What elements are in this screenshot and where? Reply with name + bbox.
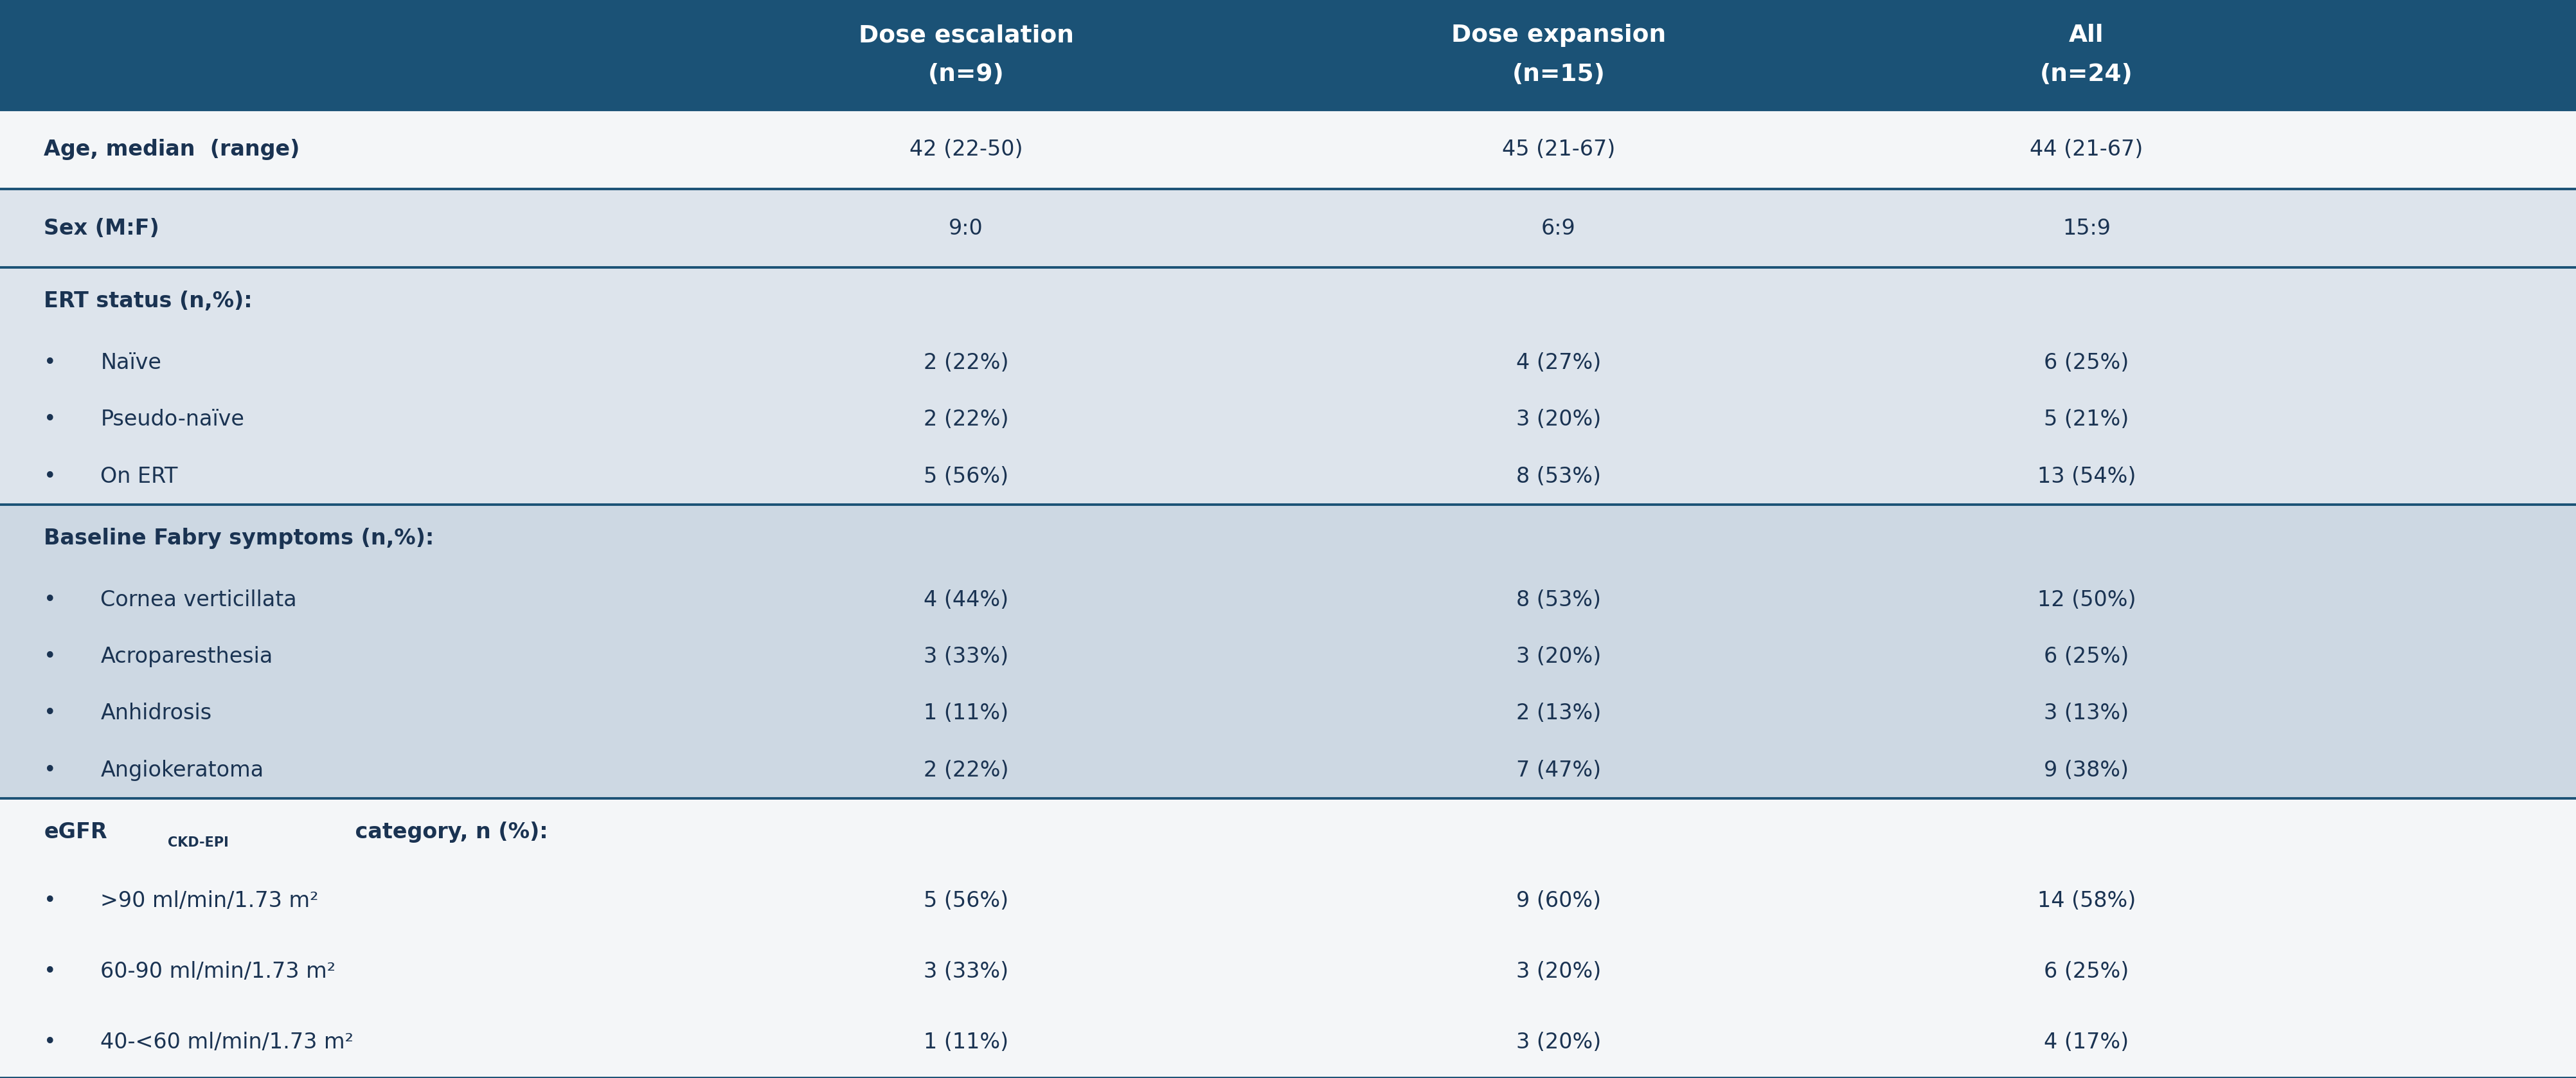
Text: 3 (20%): 3 (20%): [1517, 646, 1600, 667]
Text: •: •: [44, 703, 57, 724]
Text: Naïve: Naïve: [100, 353, 162, 374]
Text: •: •: [44, 353, 57, 374]
Text: On ERT: On ERT: [100, 466, 178, 487]
Text: •: •: [44, 962, 57, 982]
Text: 6 (25%): 6 (25%): [2045, 646, 2128, 667]
Text: category, n (%):: category, n (%):: [348, 821, 549, 843]
Text: 9:0: 9:0: [948, 218, 984, 239]
Text: Acroparesthesia: Acroparesthesia: [100, 646, 273, 667]
Text: 3 (13%): 3 (13%): [2045, 703, 2128, 724]
FancyBboxPatch shape: [0, 799, 2576, 866]
Text: 3 (20%): 3 (20%): [1517, 962, 1600, 982]
Text: 9 (38%): 9 (38%): [2045, 760, 2128, 780]
Text: Anhidrosis: Anhidrosis: [100, 703, 211, 724]
Text: 6 (25%): 6 (25%): [2045, 353, 2128, 374]
Text: Dose expansion
(n=15): Dose expansion (n=15): [1450, 24, 1667, 86]
Text: 1 (11%): 1 (11%): [925, 703, 1007, 724]
FancyBboxPatch shape: [0, 866, 2576, 937]
Text: 45 (21-67): 45 (21-67): [1502, 139, 1615, 161]
Text: All
(n=24): All (n=24): [2040, 24, 2133, 86]
Text: 9 (60%): 9 (60%): [1517, 890, 1600, 911]
Text: eGFR: eGFR: [44, 821, 108, 843]
Text: 4 (44%): 4 (44%): [925, 590, 1007, 610]
Text: 1 (11%): 1 (11%): [925, 1032, 1007, 1053]
FancyBboxPatch shape: [0, 334, 2576, 391]
Text: Baseline Fabry symptoms (n,%):: Baseline Fabry symptoms (n,%):: [44, 527, 435, 549]
FancyBboxPatch shape: [0, 1007, 2576, 1078]
Text: 5 (56%): 5 (56%): [925, 890, 1007, 911]
Text: 8 (53%): 8 (53%): [1517, 590, 1600, 610]
Text: 5 (56%): 5 (56%): [925, 466, 1007, 487]
Text: •: •: [44, 646, 57, 667]
Text: 2 (22%): 2 (22%): [922, 409, 1010, 430]
FancyBboxPatch shape: [0, 110, 2576, 189]
FancyBboxPatch shape: [0, 448, 2576, 505]
Text: 6:9: 6:9: [1540, 218, 1577, 239]
FancyBboxPatch shape: [0, 0, 2576, 110]
FancyBboxPatch shape: [0, 937, 2576, 1007]
Text: 12 (50%): 12 (50%): [2038, 590, 2136, 610]
Text: 3 (20%): 3 (20%): [1517, 1032, 1600, 1053]
Text: •: •: [44, 466, 57, 487]
Text: Age, median  (range): Age, median (range): [44, 139, 299, 161]
Text: •: •: [44, 590, 57, 610]
Text: •: •: [44, 760, 57, 780]
Text: 3 (20%): 3 (20%): [1517, 409, 1600, 430]
Text: •: •: [44, 409, 57, 430]
Text: Dose escalation
(n=9): Dose escalation (n=9): [858, 24, 1074, 86]
FancyBboxPatch shape: [0, 391, 2576, 448]
Text: 60-90 ml/min/1.73 m²: 60-90 ml/min/1.73 m²: [100, 962, 335, 982]
Text: 7 (47%): 7 (47%): [1517, 760, 1600, 780]
FancyBboxPatch shape: [0, 505, 2576, 571]
FancyBboxPatch shape: [0, 628, 2576, 686]
FancyBboxPatch shape: [0, 571, 2576, 628]
FancyBboxPatch shape: [0, 686, 2576, 742]
Text: >90 ml/min/1.73 m²: >90 ml/min/1.73 m²: [100, 890, 319, 911]
Text: 15:9: 15:9: [2063, 218, 2110, 239]
Text: 2 (13%): 2 (13%): [1517, 703, 1600, 724]
Text: Angiokeratoma: Angiokeratoma: [100, 760, 263, 780]
Text: 3 (33%): 3 (33%): [925, 962, 1007, 982]
Text: 13 (54%): 13 (54%): [2038, 466, 2136, 487]
Text: •: •: [44, 890, 57, 911]
Text: 4 (27%): 4 (27%): [1517, 353, 1600, 374]
Text: 6 (25%): 6 (25%): [2045, 962, 2128, 982]
Text: 5 (21%): 5 (21%): [2045, 409, 2128, 430]
Text: 2 (22%): 2 (22%): [922, 760, 1010, 780]
Text: Sex (M:F): Sex (M:F): [44, 218, 160, 239]
FancyBboxPatch shape: [0, 742, 2576, 799]
Text: ERT status (n,%):: ERT status (n,%):: [44, 291, 252, 312]
Text: 4 (17%): 4 (17%): [2045, 1032, 2128, 1053]
Text: Pseudo-naïve: Pseudo-naïve: [100, 409, 245, 430]
FancyBboxPatch shape: [0, 189, 2576, 267]
Text: 40-<60 ml/min/1.73 m²: 40-<60 ml/min/1.73 m²: [100, 1032, 353, 1053]
Text: •: •: [44, 1032, 57, 1053]
Text: 14 (58%): 14 (58%): [2038, 890, 2136, 911]
Text: 2 (22%): 2 (22%): [922, 353, 1010, 374]
Text: 42 (22-50): 42 (22-50): [909, 139, 1023, 161]
Text: Cornea verticillata: Cornea verticillata: [100, 590, 296, 610]
Text: 3 (33%): 3 (33%): [925, 646, 1007, 667]
Text: CKD-EPI: CKD-EPI: [167, 837, 229, 849]
Text: 8 (53%): 8 (53%): [1517, 466, 1600, 487]
Text: 44 (21-67): 44 (21-67): [2030, 139, 2143, 161]
FancyBboxPatch shape: [0, 267, 2576, 334]
